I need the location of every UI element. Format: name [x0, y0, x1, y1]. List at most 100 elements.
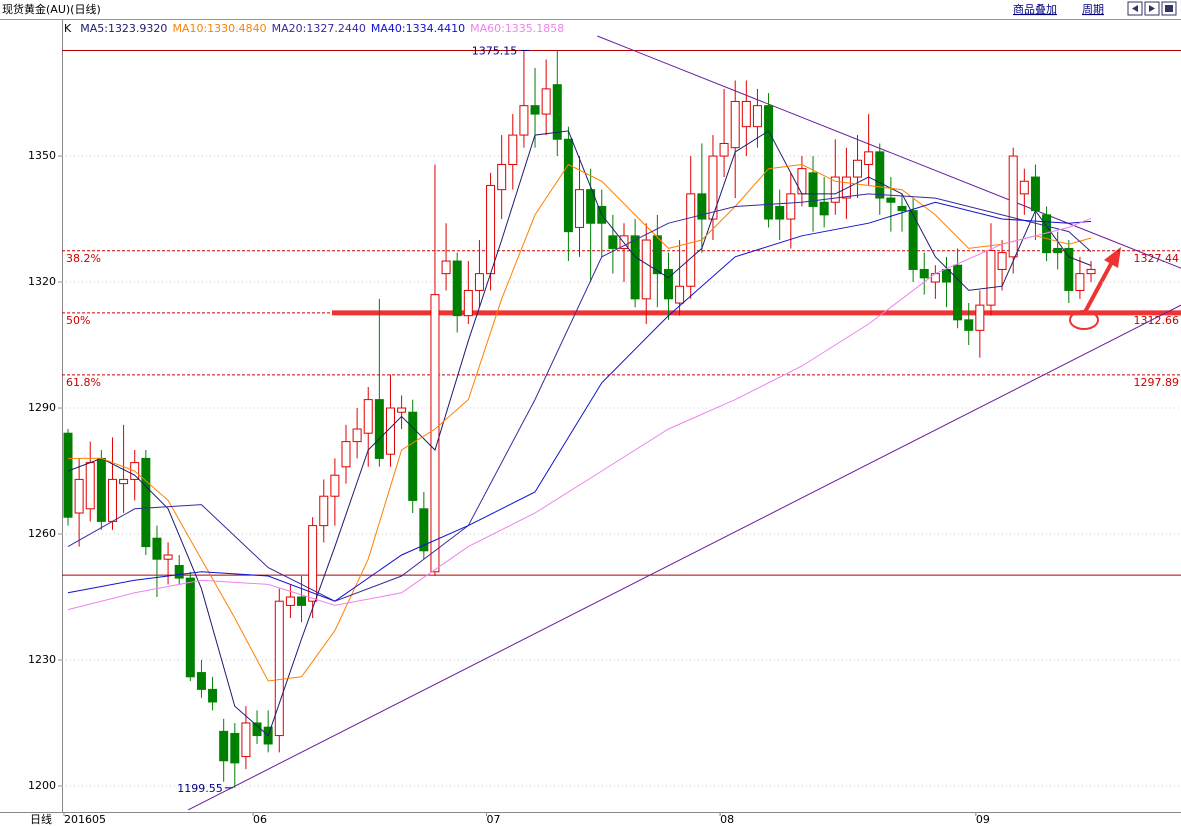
candle-body	[908, 210, 918, 270]
candle-body	[163, 554, 173, 560]
menu-button[interactable]: 商品叠加	[1013, 2, 1057, 16]
legend-entry: MA10:1330.4840	[172, 22, 266, 35]
candle-body	[586, 189, 596, 224]
arrow-shaft	[1083, 261, 1114, 313]
candle-body	[96, 457, 106, 522]
x-tick-label: 07	[487, 813, 501, 826]
menu-button[interactable]: 周期	[1082, 3, 1104, 16]
candle-body	[185, 577, 195, 678]
x-tick-label: 08	[720, 813, 734, 826]
candle-body	[552, 84, 562, 140]
indicator-label: K	[64, 22, 72, 35]
candle-body	[886, 197, 896, 203]
candle-body	[775, 205, 785, 220]
button-icons	[1132, 5, 1173, 12]
candle-body	[897, 205, 907, 212]
fib-name: 38.2%	[66, 252, 101, 265]
candle-body	[63, 432, 73, 518]
title: 现货黄金(AU)(日线)	[2, 2, 101, 16]
candle-body	[997, 252, 1007, 270]
candle-body	[1030, 176, 1040, 212]
candle-body	[74, 478, 84, 514]
high-annotation: 1375.15	[472, 44, 518, 57]
candle-body	[641, 239, 651, 300]
candle-body	[463, 289, 473, 317]
candle-body	[141, 457, 151, 548]
candle-body	[563, 138, 573, 233]
legend: K MA5:1323.9320 MA10:1330.4840 MA20:1327.24…	[64, 22, 564, 35]
y-tick-label: 1260	[28, 527, 56, 540]
candle-body	[174, 564, 184, 579]
candle-body	[541, 88, 551, 115]
trendline	[187, 304, 1181, 811]
y-tick-label: 1290	[28, 401, 56, 414]
fib-name: 50%	[66, 314, 90, 327]
candle-body	[152, 537, 162, 560]
fib-value: 1297.89	[1134, 376, 1180, 389]
candle-body	[752, 105, 762, 128]
candle-body	[419, 508, 429, 552]
candle-body	[252, 722, 262, 737]
candle-body	[519, 105, 529, 136]
ma-line	[67, 193, 1092, 602]
nav-buttons	[1127, 1, 1177, 16]
candle-body	[919, 268, 929, 279]
candle-body	[1064, 247, 1074, 291]
ma-line	[67, 201, 1092, 602]
candle-body	[819, 201, 829, 216]
candle-body	[719, 142, 729, 157]
candle-body	[508, 134, 518, 165]
candle-body	[474, 273, 484, 291]
candle-body	[663, 268, 673, 300]
candle-body	[675, 285, 685, 304]
candle-body	[1075, 273, 1085, 291]
legend-entry: MA60:1335.1858	[470, 22, 564, 35]
ma-line	[67, 217, 1092, 611]
x-tick-label: 201605	[64, 813, 106, 826]
y-tick-label: 1230	[28, 653, 56, 666]
y-tick-label: 1350	[28, 149, 56, 162]
candle-body	[230, 732, 240, 764]
candle-body	[830, 176, 840, 203]
x-axis-title: 日线	[30, 812, 52, 826]
arrow-head	[1104, 247, 1121, 268]
candle-body	[107, 478, 117, 522]
fib-name: 61.8%	[66, 376, 101, 389]
candle-body	[953, 264, 963, 321]
candle-body	[385, 407, 395, 455]
candle-body	[241, 722, 251, 758]
y-tick-label: 1200	[28, 779, 56, 792]
candle-body	[686, 193, 696, 287]
candle-body	[697, 193, 707, 220]
candle-body	[730, 100, 740, 149]
candle-body	[1008, 155, 1018, 258]
candle-body	[630, 235, 640, 300]
candle-body	[930, 273, 940, 283]
candle-body	[374, 399, 384, 459]
fib-value: 1312.66	[1134, 314, 1180, 327]
candle-body	[841, 176, 851, 199]
candle-body	[797, 168, 807, 195]
candle-body	[330, 474, 340, 497]
candle-body	[964, 319, 974, 331]
candle-body	[875, 151, 885, 199]
legend-entry: MA20:1327.2440	[272, 22, 366, 35]
candle-body	[1053, 247, 1063, 254]
candle-body	[452, 260, 462, 317]
candle-body	[741, 100, 751, 128]
candle-body	[274, 600, 284, 737]
candle-body	[530, 105, 540, 115]
candle-body	[986, 250, 996, 306]
x-tick-label: 06	[253, 813, 267, 826]
candle-body	[196, 672, 206, 690]
candle-body	[608, 235, 618, 249]
legend-entry: MA40:1334.4410	[371, 22, 465, 35]
candle-body	[319, 495, 329, 527]
candle-body	[341, 441, 351, 468]
candle-body	[408, 411, 418, 501]
candle-body	[85, 462, 95, 510]
candle-body	[652, 235, 662, 275]
